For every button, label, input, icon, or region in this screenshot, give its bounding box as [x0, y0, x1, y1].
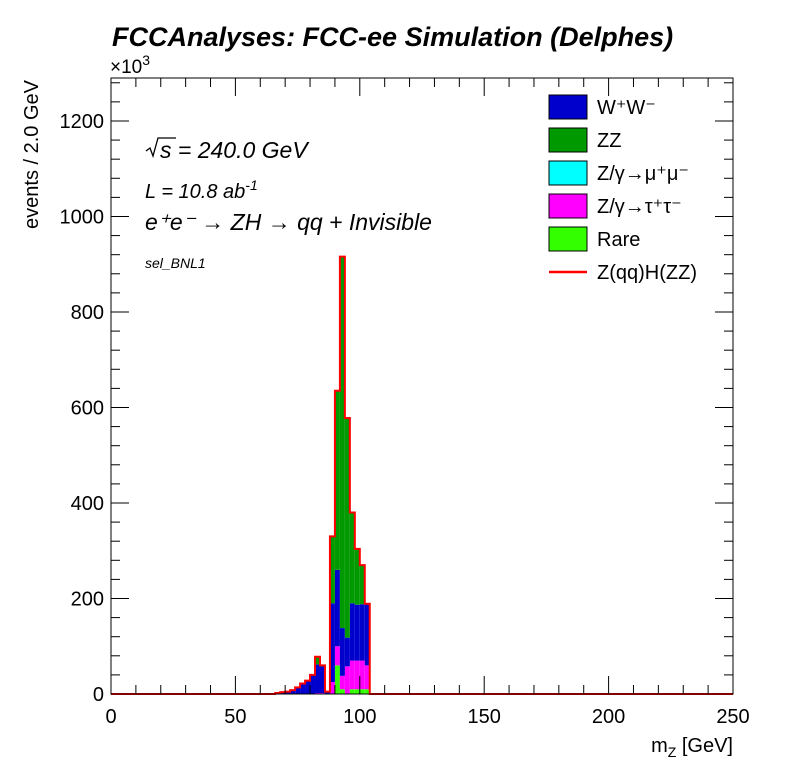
- bar-segment: [324, 691, 330, 694]
- x-tick-label: 100: [343, 706, 376, 728]
- bar-segment: [290, 690, 296, 694]
- bar-segment: [349, 689, 355, 694]
- bar-segment: [359, 565, 365, 605]
- y-tick-label: 200: [71, 588, 104, 610]
- bar-segment: [334, 569, 340, 647]
- bar-segment: [359, 604, 365, 661]
- x-tick-label: 150: [468, 706, 501, 728]
- x-tick-label: 200: [592, 706, 625, 728]
- y-tick-label: 600: [71, 397, 104, 419]
- bar-segment: [315, 656, 320, 665]
- chart-title: FCCAnalyses: FCC-ee Simulation (Delphes): [112, 22, 673, 52]
- bar-segment: [349, 603, 355, 661]
- legend-swatch: [548, 127, 588, 153]
- bar-segment: [329, 536, 335, 604]
- signal-line: [111, 255, 733, 695]
- bar-segment: [344, 417, 350, 638]
- legend-label: Z/γ→μ⁺μ⁻: [597, 163, 689, 185]
- legend-label: W⁺W⁻: [597, 97, 656, 119]
- y-tick-label: 1200: [60, 111, 105, 133]
- x-tick-label: 50: [224, 706, 246, 728]
- legend-label: Z(qq)H(ZZ): [597, 262, 697, 284]
- bar-segment: [310, 674, 316, 694]
- bar-segment: [354, 604, 360, 661]
- bar-segment: [344, 666, 350, 694]
- histogram-bars: [275, 256, 370, 694]
- legend-label: ZZ: [597, 130, 621, 152]
- bar-segment: [354, 689, 360, 694]
- bar-segment: [349, 512, 355, 604]
- axes: [110, 77, 734, 695]
- bar-segment: [329, 682, 335, 694]
- bar-segment: [359, 689, 365, 694]
- y-tick-label: 800: [71, 302, 104, 324]
- legend-entry: Z(qq)H(ZZ): [549, 262, 697, 284]
- signal-line-group: [111, 255, 733, 695]
- bar-segment: [364, 665, 370, 690]
- bar-segment: [319, 666, 325, 694]
- bar-segment: [334, 390, 340, 570]
- svg-text:s = 240.0 GeV: s = 240.0 GeV: [160, 137, 310, 163]
- bar-segment: [364, 604, 370, 666]
- bar-segment: [339, 689, 345, 694]
- legend-entry: ZZ: [548, 127, 621, 153]
- legend: W⁺W⁻ ZZ Z/γ→μ⁺μ⁻ Z/γ→τ⁺τ⁻ Rare Z(qq)H(ZZ): [548, 94, 697, 284]
- legend-entry: Z/γ→μ⁺μ⁻: [548, 160, 689, 186]
- tick-labels: 0 50 100 150 200 250 0 200 400 600 800 1000 1200: [60, 111, 750, 728]
- plot-frame: [110, 77, 734, 695]
- process-annotation: e⁺e⁻ → ZH → qq + Invisible: [145, 209, 432, 235]
- legend-entry: W⁺W⁻: [548, 94, 656, 120]
- annotations: s = 240.0 GeV L = 10.8 ab-1 e⁺e⁻ → ZH → …: [145, 137, 432, 271]
- luminosity-annotation: L = 10.8 ab-1: [145, 177, 258, 203]
- bar-segment: [349, 660, 355, 690]
- legend-entry: Z/γ→τ⁺τ⁻: [548, 193, 682, 219]
- y-axis-label: events / 2.0 GeV: [21, 79, 43, 229]
- x-tick-label: 250: [716, 706, 749, 728]
- bar-segment: [305, 680, 311, 694]
- sqrt-s-annotation: s = 240.0 GeV: [145, 137, 310, 163]
- bar-segment: [334, 665, 340, 694]
- bar-segment: [315, 664, 320, 694]
- legend-label: Z/γ→τ⁺τ⁻: [597, 196, 682, 218]
- bar-segment: [339, 628, 345, 676]
- bar-segment: [295, 687, 301, 694]
- x-axis-label: mZ [GeV]: [651, 735, 733, 760]
- selection-annotation: sel_BNL1: [145, 255, 206, 271]
- y-tick-label: 400: [71, 493, 104, 515]
- legend-swatch: [548, 226, 588, 252]
- bar-segment: [344, 637, 350, 667]
- bar-segment: [300, 683, 306, 694]
- bar-segment: [285, 691, 291, 694]
- bar-segment: [339, 675, 345, 690]
- bar-segment: [329, 603, 335, 683]
- y-tick-label: 0: [93, 684, 104, 706]
- bar-segment: [359, 660, 365, 690]
- y-tick-label: 1000: [60, 206, 105, 228]
- legend-entry: Rare: [548, 226, 640, 252]
- legend-swatch: [548, 193, 588, 219]
- bar-segment: [334, 646, 340, 666]
- legend-swatch: [548, 94, 588, 120]
- bar-segment: [354, 548, 360, 605]
- bar-segment: [339, 256, 345, 629]
- legend-label: Rare: [597, 229, 640, 251]
- y-axis-multiplier: ×103: [110, 52, 150, 78]
- legend-swatch: [548, 160, 588, 186]
- bar-segment: [354, 660, 360, 690]
- bar-segment: [364, 689, 370, 694]
- x-tick-label: 0: [105, 706, 116, 728]
